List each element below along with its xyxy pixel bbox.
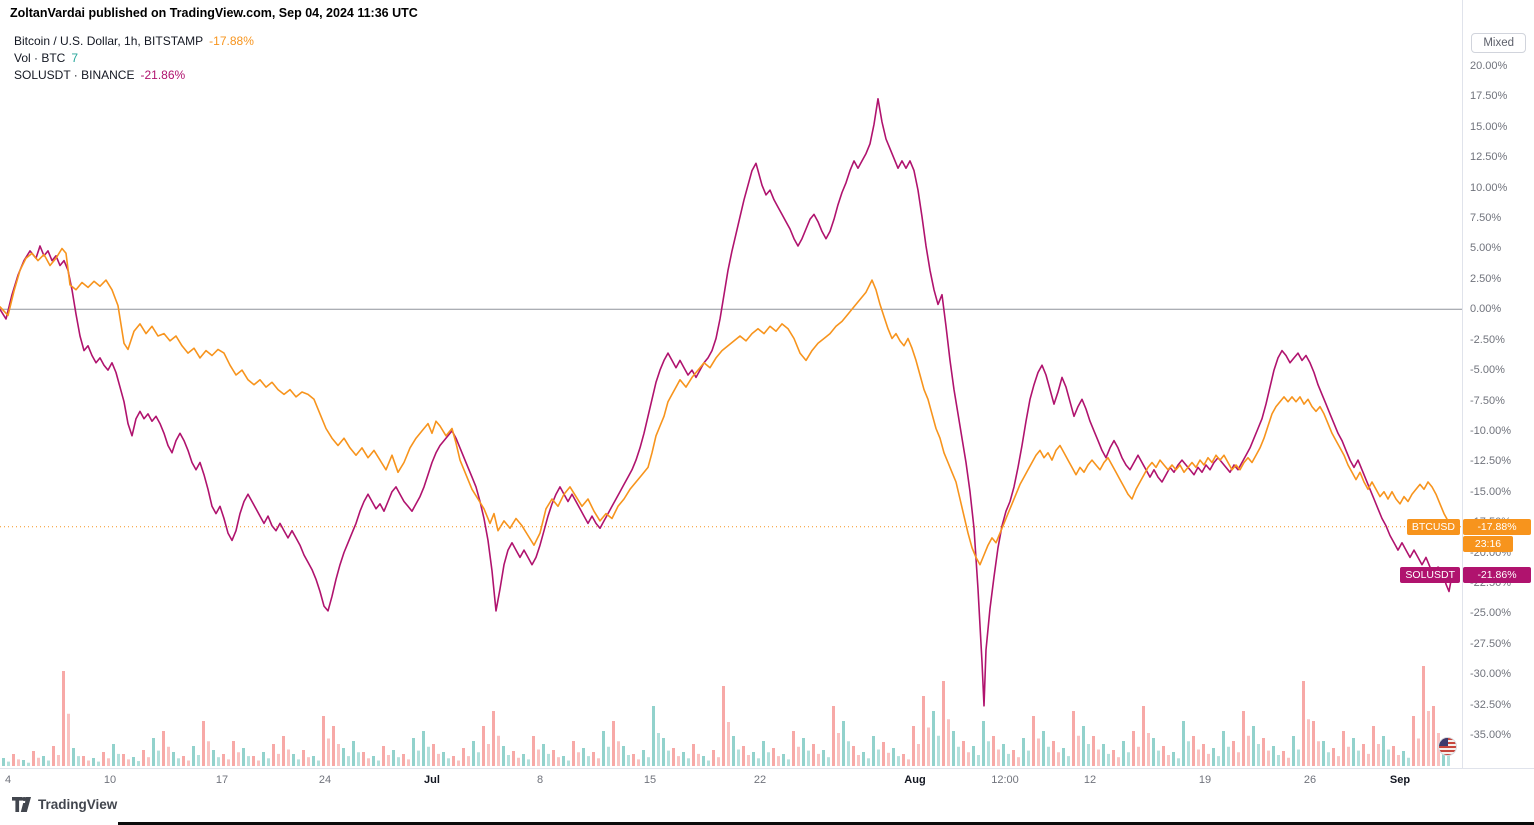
- price-tick-label: 10.00%: [1470, 181, 1508, 194]
- legend-volume-value: 7: [71, 51, 79, 65]
- price-tick-label: 2.50%: [1470, 272, 1502, 285]
- time-tick-label: 19: [1198, 774, 1212, 786]
- time-tick-label: 17: [215, 774, 229, 786]
- time-tick-label: 12: [1083, 774, 1097, 786]
- bottom-edge-bar: [118, 822, 1534, 825]
- time-tick-label: Sep: [1389, 774, 1411, 786]
- btcusd-series-label-badge: BTCUSD: [1406, 518, 1460, 535]
- btcusd-price-badge: -17.88%: [1463, 518, 1531, 535]
- price-tick-label: 0.00%: [1470, 303, 1502, 316]
- price-tick-label: -10.00%: [1470, 424, 1511, 437]
- time-tick-label: 12:00: [991, 774, 1019, 786]
- chart-canvas[interactable]: [0, 0, 1462, 768]
- time-tick-label: Jul: [424, 774, 440, 786]
- time-tick-label: 4: [4, 774, 12, 786]
- price-tick-label: -30.00%: [1470, 668, 1511, 681]
- price-tick-label: -35.00%: [1470, 729, 1511, 741]
- tradingview-logo-icon: [12, 797, 31, 812]
- time-tick-label: Aug: [904, 774, 926, 786]
- price-scale[interactable]: 20.00% 17.50% 15.00% 12.50% 10.00% 7.50% 5.00%…: [1462, 0, 1534, 768]
- solusdt-price-badge: -21.86%: [1463, 567, 1531, 584]
- legend-volume-title: Vol · BTC: [14, 51, 66, 65]
- price-tick-label: -15.00%: [1470, 485, 1511, 498]
- price-tick-label: -27.50%: [1470, 637, 1511, 650]
- publish-line: ZoltanVardai published on TradingView.co…: [10, 6, 418, 20]
- brand-text: TradingView: [38, 797, 118, 812]
- bar-countdown-badge: 23:16: [1463, 535, 1513, 552]
- time-tick-label: 8: [536, 774, 544, 786]
- time-scale[interactable]: 4 10 17 24 Jul 8 15 22 Aug 12:00 12 19 26 Sep: [0, 768, 1534, 797]
- legend-change-value: -17.88%: [209, 34, 254, 48]
- legend-row-volume[interactable]: Vol · BTC 7: [14, 50, 254, 67]
- price-tick-label: 12.50%: [1470, 151, 1508, 164]
- economic-event-flag-icon[interactable]: [1438, 737, 1457, 756]
- legend-symbol-title: SOLUSDT · BINANCE: [14, 68, 135, 82]
- price-tick-label: -7.50%: [1470, 394, 1505, 407]
- price-tick-label: 7.50%: [1470, 212, 1502, 225]
- time-tick-label: 10: [103, 774, 117, 786]
- legend-symbol-title: Bitcoin / U.S. Dollar, 1h, BITSTAMP: [14, 34, 204, 48]
- price-tick-label: 15.00%: [1470, 120, 1508, 133]
- legend-change-value: -21.86%: [140, 68, 186, 82]
- mixed-scale-button[interactable]: Mixed: [1471, 33, 1526, 53]
- price-tick-label: 17.50%: [1470, 90, 1508, 103]
- price-tick-label: -12.50%: [1470, 455, 1511, 468]
- time-tick-label: 22: [753, 774, 767, 786]
- price-tick-label: -5.00%: [1470, 364, 1505, 377]
- time-tick-label: 26: [1303, 774, 1317, 786]
- legend-row-btcusd[interactable]: Bitcoin / U.S. Dollar, 1h, BITSTAMP -17.8…: [14, 33, 254, 50]
- tradingview-attribution[interactable]: TradingView: [12, 797, 117, 812]
- time-tick-label: 24: [318, 774, 332, 786]
- time-tick-label: 15: [643, 774, 657, 786]
- price-tick-label: 5.00%: [1470, 242, 1502, 255]
- price-tick-label: -2.50%: [1470, 333, 1505, 346]
- solusdt-series-label-badge: SOLUSDT: [1400, 567, 1460, 584]
- price-tick-label: -32.50%: [1470, 698, 1511, 711]
- legend-row-solusdt[interactable]: SOLUSDT · BINANCE -21.86%: [14, 67, 254, 84]
- chart-legend: Bitcoin / U.S. Dollar, 1h, BITSTAMP -17.8…: [14, 33, 254, 84]
- price-tick-label: 20.00%: [1470, 60, 1508, 72]
- price-tick-label: -25.00%: [1470, 607, 1511, 620]
